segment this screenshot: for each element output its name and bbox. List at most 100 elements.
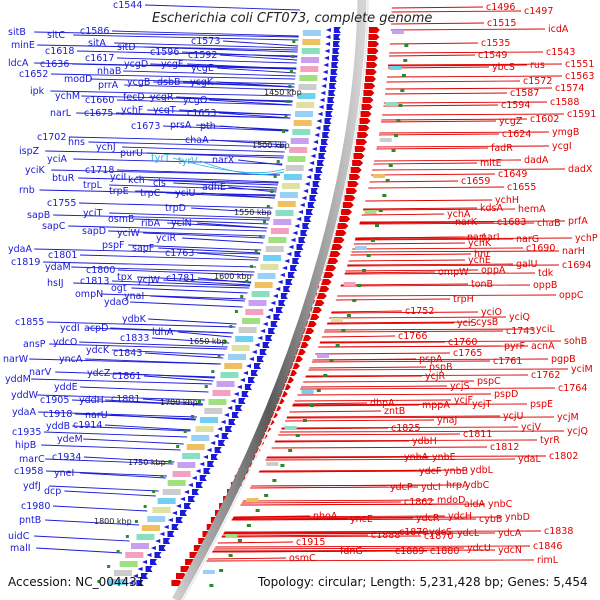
reverse-gene-arrow xyxy=(318,105,324,109)
label-connector xyxy=(38,411,197,418)
gene-label-reverse: ydfJ xyxy=(23,481,41,492)
gene-label-reverse: c1861 xyxy=(112,371,141,382)
gene-label-forward: acnA xyxy=(531,341,555,352)
forward-gene-arrow xyxy=(364,83,376,89)
reverse-gene-arrow xyxy=(150,559,158,565)
gene-label-forward: pspA xyxy=(419,354,443,365)
feature-block xyxy=(265,246,284,252)
label-connector xyxy=(371,173,496,176)
reverse-gene-arrow xyxy=(256,356,264,362)
reverse-gene-arrow xyxy=(327,97,335,103)
label-connector xyxy=(221,535,422,538)
label-connector xyxy=(361,213,445,216)
label-connector xyxy=(305,374,529,377)
feature-block xyxy=(331,318,344,322)
reverse-gene-arrow xyxy=(315,126,321,130)
gene-label-reverse: malI xyxy=(10,543,31,554)
label-connector xyxy=(49,485,159,492)
gene-label-forward: tyrR xyxy=(540,435,560,446)
label-connector xyxy=(144,352,224,359)
label-connector xyxy=(209,99,293,106)
gene-label-reverse: yciT xyxy=(83,208,102,219)
feature-block xyxy=(266,462,279,466)
gene-label-reverse: ydcO xyxy=(53,337,77,348)
feature-block xyxy=(316,354,329,358)
label-connector xyxy=(389,51,544,54)
gene-label-reverse: c1781 xyxy=(166,273,195,284)
forward-gene-arrow xyxy=(339,216,351,222)
label-connector xyxy=(259,469,468,472)
gene-label-reverse: c1935 xyxy=(12,427,41,438)
gene-label-forward: ycjT xyxy=(472,399,491,410)
label-connector xyxy=(352,247,524,250)
label-connector xyxy=(376,145,550,148)
scale-tick xyxy=(217,355,221,358)
gene-label-forward: ycjU xyxy=(503,411,523,422)
gene-label-reverse: c1918 xyxy=(43,409,72,420)
gene-label-forward: osmC xyxy=(289,553,316,564)
label-connector xyxy=(329,316,507,319)
gene-label-reverse: c1592 xyxy=(188,50,217,61)
gene-label-forward: hemA xyxy=(518,204,546,215)
reverse-gene-arrow xyxy=(326,104,334,110)
scale-tick xyxy=(291,55,295,58)
feature-block xyxy=(343,282,356,286)
gene-label-reverse: sitB xyxy=(8,27,26,38)
label-connector xyxy=(232,517,414,520)
gene-label-forward: c1812 xyxy=(490,442,519,453)
forward-gene-arrow xyxy=(320,279,332,285)
forward-gene-arrow xyxy=(327,258,339,264)
gene-label-reverse: yddW xyxy=(11,390,39,401)
label-connector xyxy=(73,158,283,165)
reverse-gene-arrow xyxy=(254,343,260,347)
scale-tick xyxy=(209,584,214,587)
gene-label-reverse: modD xyxy=(64,74,92,85)
reverse-gene-arrow xyxy=(306,175,312,179)
gene-label-forward: c1594 xyxy=(501,100,530,111)
reverse-gene-arrow xyxy=(218,440,226,446)
feature-block xyxy=(235,336,254,342)
reverse-gene-arrow xyxy=(282,266,288,270)
reverse-gene-arrow xyxy=(290,265,298,271)
reverse-gene-arrow xyxy=(299,203,305,207)
gene-label-reverse: yciI xyxy=(110,172,126,183)
reverse-gene-arrow xyxy=(316,119,322,123)
gene-label-forward: c1880 xyxy=(430,546,459,557)
feature-block xyxy=(281,183,300,189)
reverse-gene-arrow xyxy=(330,69,338,75)
gene-label-reverse: c1843 xyxy=(113,348,142,359)
feature-block xyxy=(277,201,296,207)
gene-label-forward: pspC xyxy=(477,376,501,387)
label-connector xyxy=(109,184,277,191)
gene-label-forward: ydcI xyxy=(421,482,441,493)
feature-block xyxy=(119,561,138,567)
forward-gene-arrow xyxy=(342,202,354,208)
gene-label-forward: fdnG xyxy=(340,546,363,557)
reverse-gene-arrow xyxy=(332,48,340,54)
scale-tick xyxy=(282,130,286,133)
label-connector xyxy=(131,287,248,294)
gene-label-reverse: ansP xyxy=(23,339,46,350)
gene-label-reverse: ydaM xyxy=(45,262,71,273)
gene-label-reverse: c1800 xyxy=(86,265,115,276)
gene-label-forward: c1764 xyxy=(558,383,587,394)
feature-block xyxy=(227,354,246,360)
gene-label-reverse: sapB xyxy=(27,210,50,221)
label-connector xyxy=(379,131,550,134)
gene-label-forward: ydcA xyxy=(498,528,522,539)
reverse-gene-arrow xyxy=(292,231,298,235)
label-connector xyxy=(381,118,528,121)
feature-block xyxy=(301,390,314,394)
label-connector xyxy=(142,398,204,405)
label-connector xyxy=(251,484,463,487)
reverse-gene-arrow xyxy=(238,398,246,404)
gene-label-forward: ydbH xyxy=(412,436,437,447)
feature-block xyxy=(248,300,267,306)
feature-block xyxy=(157,498,176,504)
gene-label-forward: ycjR xyxy=(425,371,445,382)
label-connector xyxy=(34,248,261,255)
reverse-gene-arrow xyxy=(304,182,310,186)
gene-label-forward: oppC xyxy=(559,290,584,301)
gene-label-forward: c1889 xyxy=(395,546,424,557)
